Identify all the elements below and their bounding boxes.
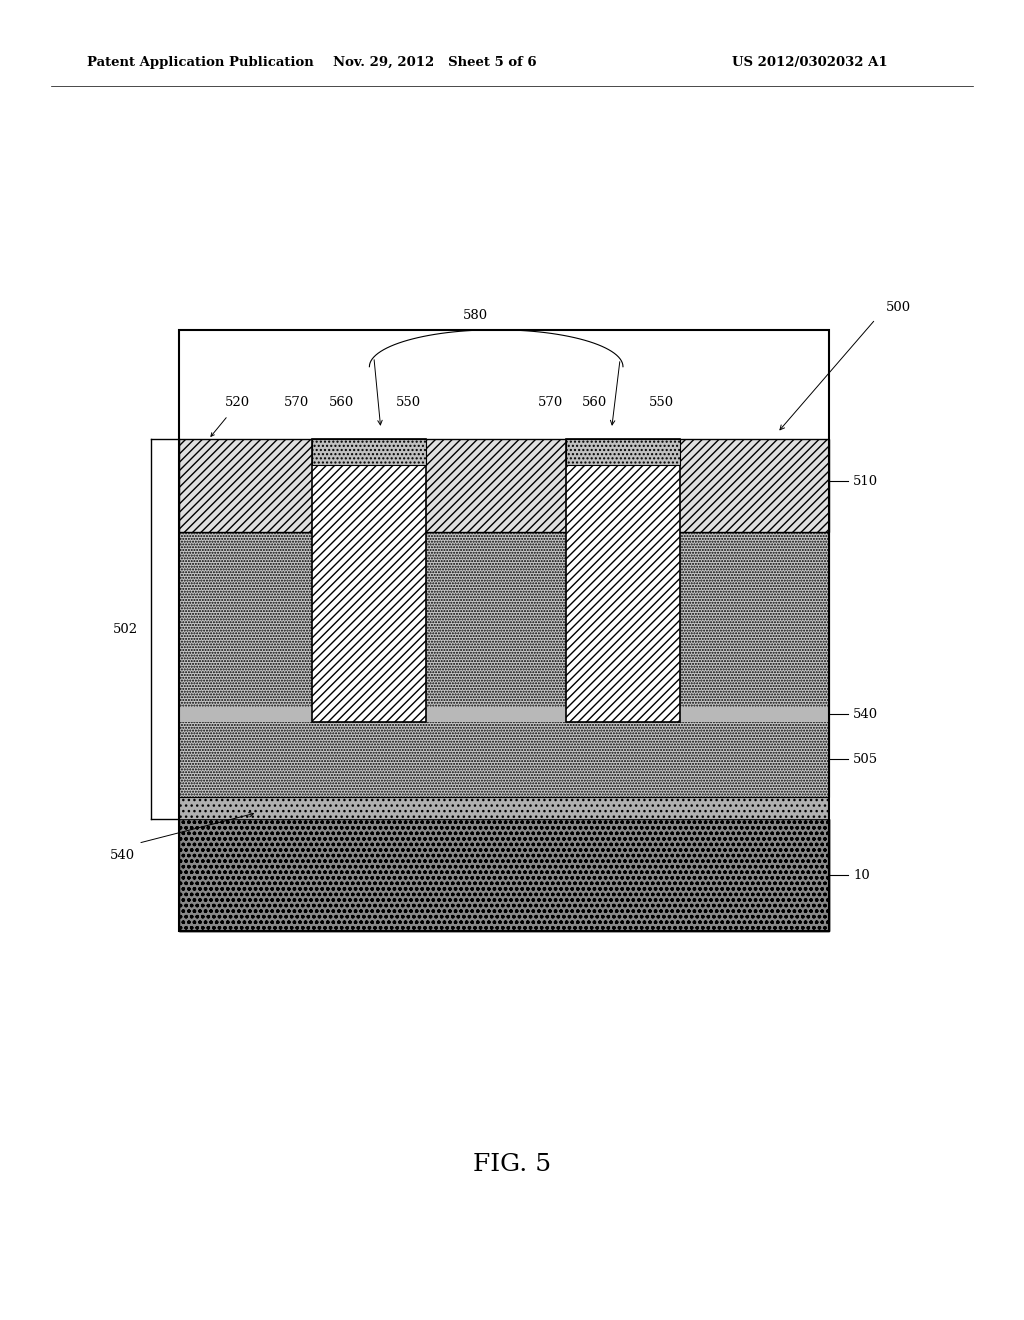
Text: Nov. 29, 2012   Sheet 5 of 6: Nov. 29, 2012 Sheet 5 of 6	[334, 55, 537, 69]
Text: 500: 500	[886, 301, 911, 314]
Text: 540: 540	[853, 708, 879, 721]
Bar	[179, 820, 829, 931]
Text: 520: 520	[225, 396, 250, 409]
Bar	[179, 532, 829, 797]
Bar	[179, 820, 829, 931]
Text: 505: 505	[853, 752, 879, 766]
Text: 510: 510	[853, 475, 879, 487]
Bar	[312, 440, 426, 722]
Bar	[566, 440, 680, 465]
Text: 560: 560	[329, 396, 354, 409]
Text: FIG. 5: FIG. 5	[473, 1152, 551, 1176]
Text: 580: 580	[463, 309, 488, 322]
Text: 502: 502	[113, 623, 138, 636]
Bar	[312, 440, 426, 465]
Text: 550: 550	[649, 396, 674, 409]
Bar	[179, 797, 829, 820]
Text: US 2012/0302032 A1: US 2012/0302032 A1	[732, 55, 888, 69]
Text: 540: 540	[111, 849, 135, 862]
Text: 550: 550	[395, 396, 421, 409]
Text: 570: 570	[284, 396, 309, 409]
Text: Patent Application Publication: Patent Application Publication	[87, 55, 313, 69]
Bar	[179, 440, 829, 532]
Bar	[179, 706, 829, 722]
Text: 560: 560	[583, 396, 607, 409]
Text: 570: 570	[538, 396, 563, 409]
Text: 10: 10	[853, 869, 869, 882]
Bar	[179, 330, 829, 931]
Bar	[566, 440, 680, 722]
